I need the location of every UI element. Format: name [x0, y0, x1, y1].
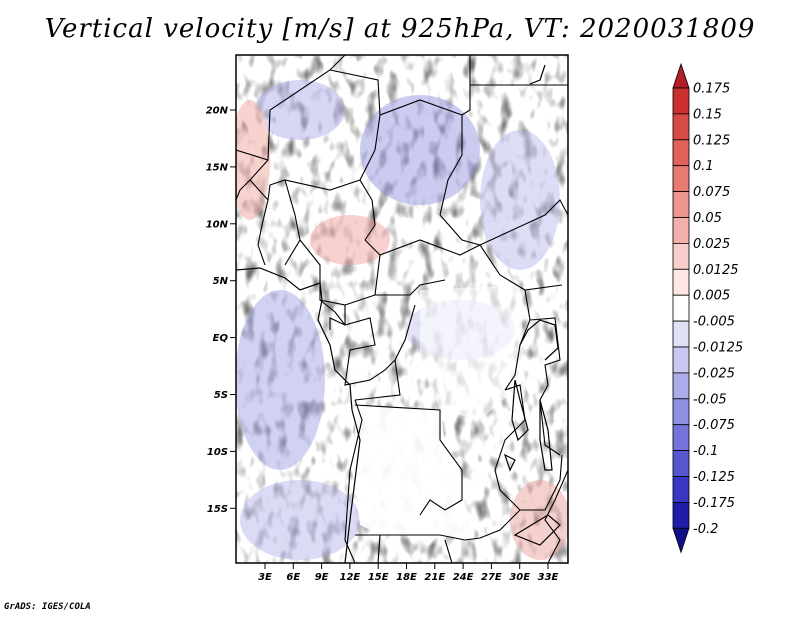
colorbar-label: 0.125 [693, 133, 730, 148]
colorbar-box [672, 424, 690, 452]
lat-tick-label: 5S [214, 390, 228, 401]
colorbar-label: -0.075 [693, 418, 735, 433]
colorbar-box [672, 372, 690, 400]
longitude-axis: 3E 6E 9E 12E 15E 18E 21E 24E 27E 30E 33E [258, 563, 559, 583]
colorbar-label: -0.025 [693, 366, 735, 381]
colorbar-box [672, 268, 690, 296]
coastline [236, 64, 561, 563]
colorbar-label: -0.05 [693, 392, 727, 407]
colorbar-label: 0.15 [693, 107, 722, 122]
colorbar-label: 0.005 [693, 289, 730, 304]
lon-tick-label: 3E [258, 572, 272, 583]
colorbar-box [672, 113, 690, 141]
colorbar-label: -0.005 [693, 315, 735, 330]
map-frame [235, 54, 569, 564]
lon-tick-label: 12E [340, 572, 361, 583]
colorbar-box [672, 294, 690, 322]
latitude-axis: 20N 15N 10N 5N EQ 5S 10S 15S [206, 106, 236, 515]
colorbar-box [672, 320, 690, 348]
lat-tick-label: 5N [213, 276, 229, 287]
colorbar-label: -0.2 [693, 522, 718, 537]
colorbar-label: -0.0125 [693, 341, 743, 356]
map-border [235, 54, 569, 564]
colorbar-label: 0.05 [693, 211, 722, 226]
colorbar-box [672, 87, 690, 115]
lon-tick-label: 33E [538, 572, 559, 583]
colorbar-box [672, 501, 690, 529]
footer-credit: GrADS: IGES/COLA [4, 602, 91, 612]
lat-tick-label: 10N [206, 219, 229, 230]
colorbar-label: 0.175 [693, 82, 730, 97]
colorbar-box [672, 450, 690, 477]
lat-tick-label: 15S [207, 504, 228, 515]
colorbar-label: -0.1 [693, 444, 718, 459]
colorbar-box [672, 191, 690, 218]
colorbar-box [672, 242, 690, 270]
colorbar-box [672, 139, 690, 167]
colorbar-box [672, 346, 690, 374]
chart-title: Vertical velocity [m/s] at 925hPa, VT: 2… [44, 14, 756, 44]
lon-tick-label: 9E [315, 572, 329, 583]
colorbar-label: -0.175 [693, 496, 735, 511]
colorbar-label: 0.075 [693, 185, 730, 200]
lat-tick-label: 15N [206, 162, 229, 173]
colorbar-label: 0.1 [693, 159, 714, 174]
colorbar-box [672, 217, 690, 244]
lat-tick-label: 10S [207, 447, 228, 458]
colorbar-box [672, 165, 690, 192]
colorbar-label: -0.125 [693, 470, 735, 485]
lon-tick-label: 27E [481, 572, 502, 583]
lat-tick-label: EQ [213, 333, 229, 344]
lon-tick-label: 18E [396, 572, 417, 583]
lon-tick-label: 24E [453, 572, 474, 583]
colorbar-label: 0.025 [693, 237, 730, 252]
colorbar-label: 0.0125 [693, 263, 739, 278]
velocity-field [236, 55, 568, 563]
lon-tick-label: 30E [509, 572, 530, 583]
lon-tick-label: 21E [424, 572, 445, 583]
colorbar: 0.175 0.15 0.125 0.1 0.075 0.05 0.025 0.0125 0.0… [672, 62, 743, 554]
colorbar-top-arrow [672, 62, 690, 89]
lon-tick-label: 6E [286, 572, 300, 583]
lon-tick-label: 15E [368, 572, 389, 583]
colorbar-box [672, 476, 690, 503]
colorbar-box [672, 398, 690, 426]
lat-tick-label: 20N [206, 106, 229, 117]
colorbar-bottom-arrow [672, 527, 690, 554]
